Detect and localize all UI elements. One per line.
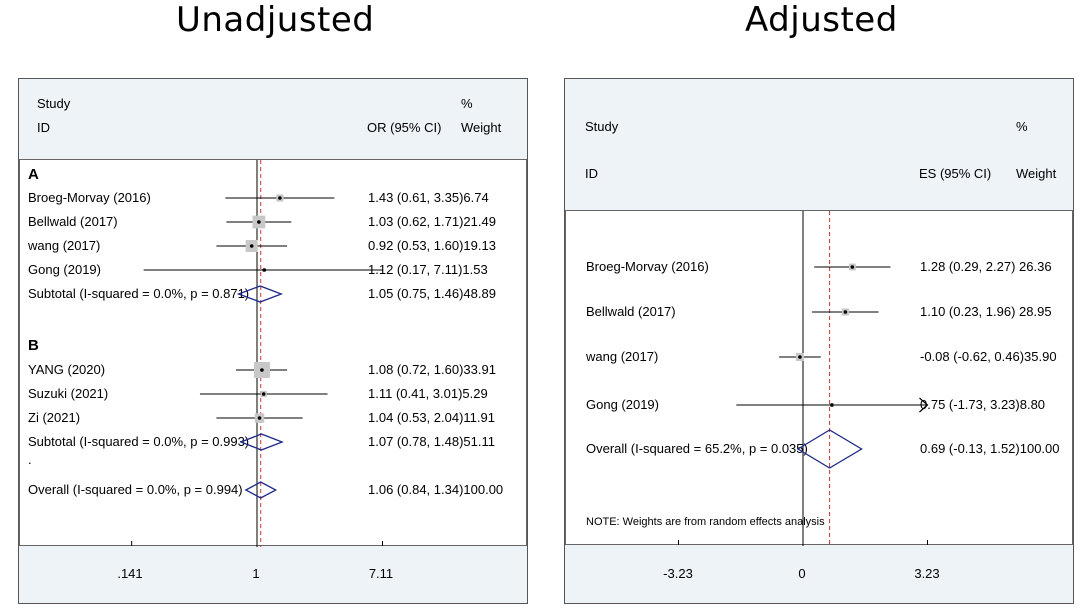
study-label: Broeg-Morvay (2016) [586, 259, 709, 274]
point-estimate [260, 368, 264, 372]
study-label: Gong (2019) [28, 262, 101, 277]
study-estimate-text: 1.11 (0.41, 3.01)5.29 [368, 386, 488, 401]
study-estimate-text: 1.10 (0.23, 1.96) 28.95 [920, 304, 1052, 319]
weights-note: NOTE: Weights are from random effects an… [586, 516, 825, 528]
pooled-diamond [236, 285, 284, 303]
x-tick-label: -3.23 [663, 566, 693, 581]
point-estimate [850, 265, 855, 269]
point-estimate [257, 220, 261, 224]
study-label: Zi (2021) [28, 410, 81, 425]
ci-arrow [919, 397, 929, 413]
group-label-a: A [28, 166, 39, 183]
overall-label: Overall (I-squared = 0.0%, p = 0.994) [28, 482, 243, 497]
study-estimate-text: 0.92 (0.53, 1.60)19.13 [368, 238, 496, 253]
study-label: wang (2017) [28, 238, 101, 253]
point-estimate [798, 355, 802, 359]
separator-dot: . [28, 452, 32, 467]
adjusted-forest-panel: Study ID ES (95% CI) % Weight Broeg-Morv… [564, 78, 1074, 604]
x-tick-label: 1 [252, 566, 260, 581]
pooled-diamond [244, 481, 278, 499]
header-id: ID [585, 166, 598, 181]
subtotal-label: Subtotal (I-squared = 0.0%, p = 0.871) [28, 286, 250, 301]
point-estimate [249, 244, 254, 248]
study-estimate-text: 1.28 (0.29, 2.27) 26.36 [920, 259, 1052, 274]
unadjusted-forest-marks [131, 160, 383, 547]
x-tick-label: 7.11 [368, 566, 394, 581]
unadjusted-forest-panel: Study ID OR (95% CI) % Weight A Broeg-Mo… [18, 78, 528, 604]
study-label: Bellwald (2017) [586, 304, 676, 319]
point-estimate [830, 403, 834, 407]
header-id: ID [37, 120, 50, 135]
header-pct: % [461, 96, 473, 111]
pooled-diamond [239, 433, 284, 451]
subtotal-estimate-text: 1.05 (0.75, 1.46)48.89 [368, 286, 496, 301]
right-panel-title: Adjusted [745, 0, 898, 40]
header-estimate: ES (95% CI) [919, 166, 992, 181]
study-label: Broeg-Morvay (2016) [28, 190, 151, 205]
study-label: YANG (2020) [28, 362, 106, 377]
overall-label: Overall (I-squared = 65.2%, p = 0.035) [586, 441, 808, 456]
study-estimate-text: 1.43 (0.61, 3.35)6.74 [368, 190, 489, 205]
point-estimate [278, 196, 282, 200]
study-estimate-text: 0.75 (-1.73, 3.23)8.80 [920, 397, 1046, 412]
overall-estimate-text: 1.06 (0.84, 1.34)100.00 [368, 482, 504, 497]
point-estimate [843, 310, 848, 314]
study-estimate-text: 1.08 (0.72, 1.60)33.91 [368, 362, 496, 377]
header-study: Study [37, 96, 71, 111]
study-label: Bellwald (2017) [28, 214, 118, 229]
study-estimate-text: 1.04 (0.53, 2.04)11.91 [368, 410, 495, 425]
x-tick-label: .141 [117, 566, 143, 581]
study-label: Gong (2019) [586, 397, 659, 412]
header-study: Study [585, 119, 619, 134]
study-label: wang (2017) [586, 349, 659, 364]
unadjusted-plot-area: A Broeg-Morvay (2016) Bellwald (2017) wa… [19, 159, 527, 547]
subtotal-estimate-text: 1.07 (0.78, 1.48)51.11 [368, 434, 495, 449]
pooled-diamond [796, 429, 863, 469]
point-estimate [257, 416, 262, 420]
header-pct: % [1016, 119, 1028, 134]
study-label: Suzuki (2021) [28, 386, 109, 401]
header-estimate: OR (95% CI) [367, 120, 442, 135]
x-tick-label: 3.23 [914, 566, 940, 581]
point-estimate [261, 392, 266, 396]
header-weight: Weight [1016, 166, 1057, 181]
point-estimate [262, 268, 267, 272]
group-label-b: B [28, 337, 39, 354]
study-estimate-text: 1.12 (0.17, 7.11)1.53 [368, 262, 488, 277]
overall-estimate-text: 0.69 (-0.13, 1.52)100.00 [920, 441, 1060, 456]
study-estimate-text: -0.08 (-0.62, 0.46)35.90 [920, 349, 1057, 364]
subtotal-label: Subtotal (I-squared = 0.0%, p = 0.993) [28, 434, 250, 449]
study-estimate-text: 1.03 (0.62, 1.71)21.49 [368, 214, 496, 229]
x-tick-label: 0 [798, 566, 806, 581]
adjusted-plot-area: Broeg-Morvay (2016) Bellwald (2017) wang… [565, 210, 1073, 546]
left-panel-title: Unadjusted [176, 0, 375, 40]
adjusted-forest-marks [678, 211, 929, 546]
header-weight: Weight [461, 120, 502, 135]
